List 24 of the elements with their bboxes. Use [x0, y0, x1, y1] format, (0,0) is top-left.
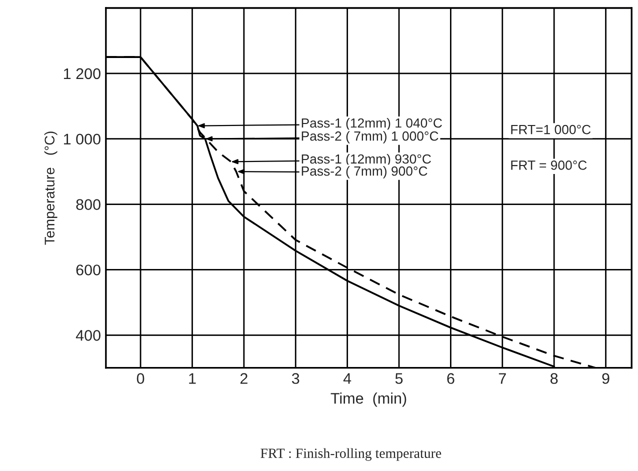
- y-tick-label: 600: [76, 264, 100, 276]
- x-tick-label: 9: [602, 373, 610, 384]
- x-tick-label: 4: [343, 373, 352, 384]
- x-axis-title: Time (min): [330, 392, 406, 407]
- y-tick-label: 1 200: [64, 68, 100, 80]
- x-tick-label: 6: [447, 373, 454, 384]
- x-tick-label: 5: [395, 373, 403, 384]
- annotation: FRT = 900°C: [511, 160, 587, 170]
- x-tick-label: 0: [136, 373, 144, 384]
- x-tick-label: 1: [189, 373, 196, 384]
- annotation: Pass-1 (12mm) 930°C: [302, 154, 431, 166]
- y-tick-label: 1 000: [64, 134, 100, 145]
- x-tick-label: 8: [550, 373, 558, 384]
- x-tick-label: 3: [292, 373, 300, 384]
- x-tick-label: 2: [240, 373, 248, 384]
- y-tick-label: 800: [76, 199, 100, 210]
- annotation: FRT=1 000°C: [511, 124, 591, 134]
- annotation: Pass-1 (12mm) 1 040°C: [302, 118, 442, 130]
- y-axis-title: Temperature (°C): [44, 132, 58, 245]
- annotation: Pass-2 ( 7mm) 1 000°C: [302, 131, 438, 144]
- text: FRT : Finish-rolling temperature: [260, 448, 442, 461]
- y-tick-label: 400: [76, 330, 100, 341]
- annotation: Pass-2 ( 7mm) 900°C: [302, 166, 428, 178]
- x-tick-label: 7: [498, 373, 506, 384]
